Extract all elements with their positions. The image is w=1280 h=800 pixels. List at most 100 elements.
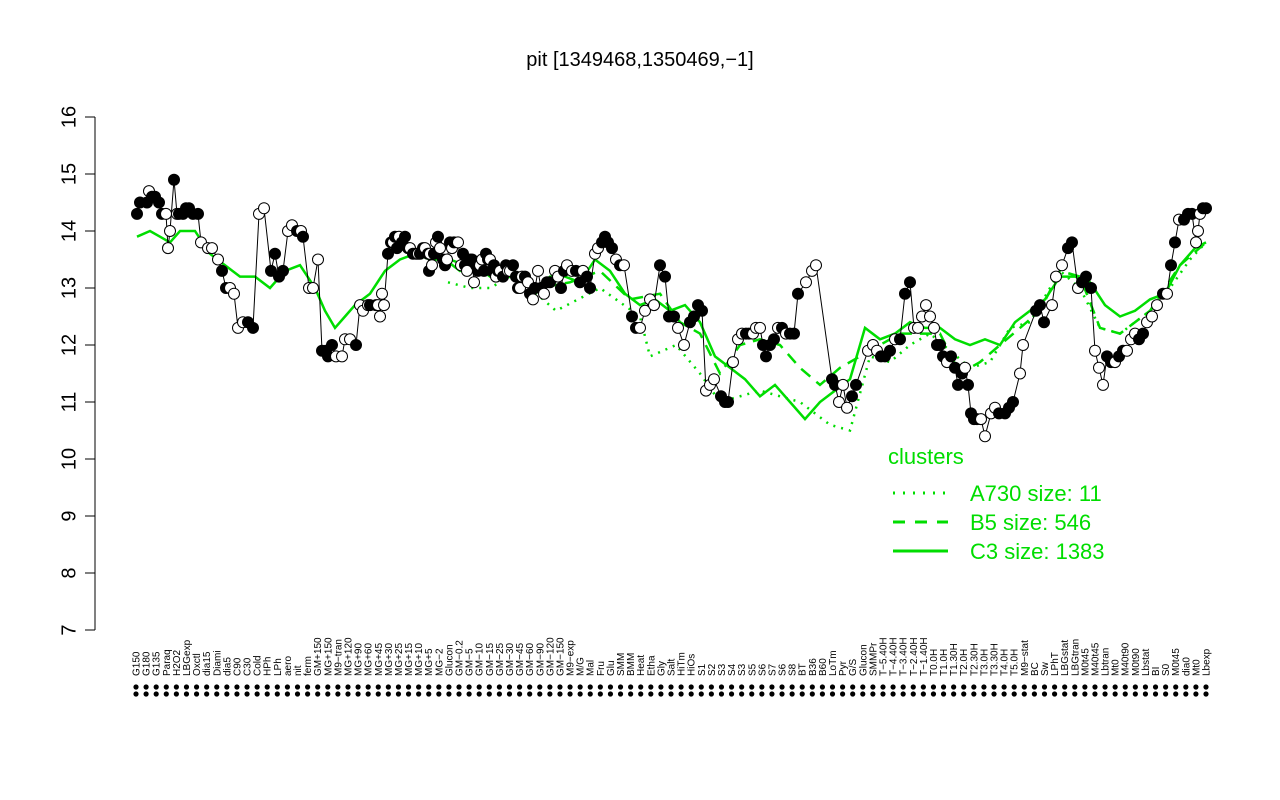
x-tick-label: Pyr — [838, 660, 849, 676]
y-tick-label: 15 — [58, 163, 80, 185]
data-point — [959, 361, 971, 374]
x-marker-top — [799, 684, 805, 690]
x-marker-bottom — [224, 691, 230, 697]
x-marker-bottom — [981, 691, 987, 697]
x-tick-label: C90 — [232, 657, 243, 676]
x-marker-bottom — [446, 691, 452, 697]
x-marker-bottom — [315, 691, 321, 697]
x-tick-label: T−1.40H — [919, 637, 930, 676]
x-marker-bottom — [607, 691, 614, 697]
x-marker-bottom — [1082, 691, 1088, 697]
x-tick-label: H2O2 — [172, 649, 183, 676]
x-marker-top — [1072, 684, 1078, 690]
x-tick-label: T−3.40H — [899, 637, 910, 676]
x-tick-label: BT — [798, 663, 809, 676]
x-marker-bottom — [567, 691, 573, 697]
data-point — [894, 333, 906, 346]
x-marker-bottom — [436, 691, 442, 697]
data-point — [1046, 299, 1058, 312]
x-marker-top — [214, 684, 220, 690]
data-point — [1056, 259, 1068, 272]
x-tick-label: Gly — [656, 661, 667, 676]
data-point — [1050, 270, 1062, 283]
x-tick-label: LPhT — [1050, 652, 1061, 676]
x-marker-top — [1092, 684, 1098, 690]
x-marker-top — [496, 684, 502, 690]
data-point — [378, 299, 390, 312]
x-marker-top — [466, 684, 472, 690]
x-tick-label: LBGstat — [1060, 640, 1071, 676]
x-tick-label: T−2.40H — [909, 637, 920, 676]
x-marker-bottom — [1021, 691, 1027, 697]
x-tick-label: dia0 — [1181, 657, 1192, 676]
x-marker-bottom — [890, 691, 896, 697]
x-tick-label: MG+60 — [364, 642, 375, 676]
x-marker-bottom — [708, 691, 714, 697]
x-marker-top — [708, 684, 714, 690]
x-tick-label: M9−exp — [566, 640, 577, 676]
x-tick-label: Cold — [253, 655, 264, 676]
x-marker-bottom — [1011, 691, 1017, 697]
x-marker-bottom — [1051, 691, 1058, 697]
x-marker-bottom — [1203, 691, 1209, 697]
x-marker-top — [1041, 684, 1048, 690]
x-marker-bottom — [870, 691, 876, 697]
x-tick-label: MG+15 — [404, 642, 415, 676]
data-point — [1161, 287, 1173, 300]
x-marker-bottom — [940, 691, 947, 697]
x-marker-top — [840, 684, 846, 690]
data-point — [269, 247, 281, 260]
data-point — [507, 259, 519, 272]
x-marker-bottom — [779, 691, 785, 697]
x-marker-bottom — [496, 691, 502, 697]
x-tick-label: SMMPr — [868, 642, 879, 676]
x-marker-top — [1001, 684, 1007, 690]
data-point — [350, 339, 362, 351]
x-tick-label: SMM — [616, 653, 627, 676]
data-point — [555, 282, 567, 294]
x-marker-bottom — [739, 691, 745, 697]
x-marker-top — [749, 684, 755, 690]
x-marker-top — [1193, 684, 1199, 690]
x-marker-bottom — [728, 691, 735, 697]
x-marker-top — [638, 684, 644, 690]
data-point — [452, 236, 464, 249]
x-marker-top — [1082, 684, 1088, 690]
x-marker-bottom — [516, 691, 523, 697]
data-point — [846, 390, 858, 403]
x-marker-bottom — [587, 691, 593, 697]
data-point — [532, 264, 544, 277]
x-tick-label: S7 — [767, 663, 778, 676]
data-point — [336, 350, 348, 363]
x-tick-label: HiOs — [687, 654, 698, 676]
x-marker-top — [335, 684, 341, 690]
data-point — [975, 413, 987, 426]
x-tick-label: BC — [1030, 662, 1041, 676]
x-tick-label: Salt — [667, 659, 678, 676]
data-point — [920, 299, 932, 312]
data-point — [326, 339, 338, 351]
x-marker-bottom — [1112, 691, 1118, 697]
x-marker-bottom — [1152, 691, 1159, 697]
x-tick-label: GM−45 — [515, 642, 526, 676]
x-marker-top — [527, 684, 533, 690]
x-marker-bottom — [819, 691, 826, 697]
x-marker-bottom — [355, 691, 361, 697]
x-marker-bottom — [910, 691, 916, 697]
cluster-line-dashed — [449, 241, 1207, 387]
x-marker-bottom — [1122, 691, 1128, 697]
y-tick-label: 13 — [58, 277, 80, 299]
data-point — [696, 304, 708, 317]
x-marker-top — [920, 684, 926, 690]
x-marker-bottom — [456, 691, 462, 697]
x-marker-top — [557, 684, 563, 690]
data-point — [979, 430, 991, 443]
x-marker-top — [446, 684, 452, 690]
x-tick-label: Oxctl — [192, 653, 203, 676]
x-tick-label: G180 — [142, 651, 153, 676]
x-tick-label: T−4.40H — [889, 637, 900, 676]
x-marker-top — [385, 684, 391, 690]
x-marker-top — [395, 684, 402, 690]
x-marker-bottom — [930, 691, 937, 697]
x-tick-label: MG+10 — [414, 642, 425, 676]
